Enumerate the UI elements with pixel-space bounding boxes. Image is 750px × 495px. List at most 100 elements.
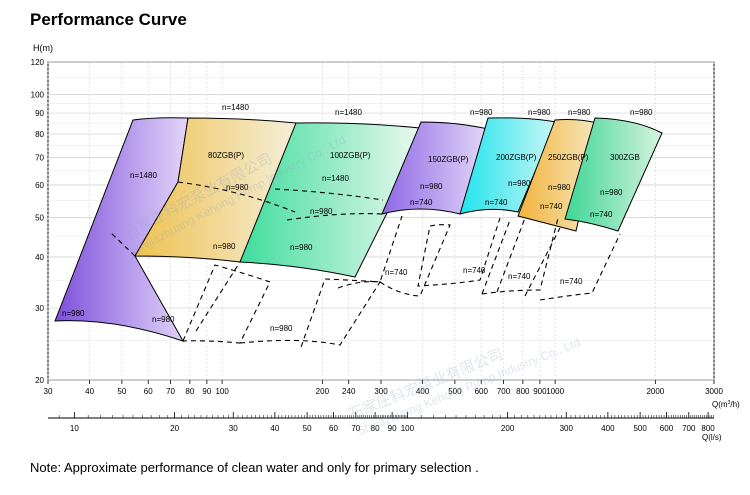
x-tick-label: 50 bbox=[117, 387, 126, 396]
series-label-5: 250ZGB(P) bbox=[548, 153, 589, 162]
x2-tick-label: 20 bbox=[170, 424, 179, 433]
speed-label-6-2: n=740 bbox=[590, 210, 613, 219]
pump-regions bbox=[54, 117, 663, 342]
y-tick-label: 120 bbox=[31, 58, 45, 67]
x2-tick-label: 400 bbox=[601, 424, 615, 433]
x-tick-label: 70 bbox=[166, 387, 175, 396]
speed-label-5-2: n=740 bbox=[540, 202, 563, 211]
dash-100zgb-mid bbox=[274, 188, 384, 201]
x2-tick-label: 50 bbox=[303, 424, 312, 433]
x-tick-label: 3000 bbox=[705, 387, 723, 396]
x-tick-label: 300 bbox=[374, 387, 388, 396]
x-tick-label: 30 bbox=[44, 387, 53, 396]
dash-200zgb-lower bbox=[481, 217, 559, 295]
x2-tick-label: 600 bbox=[660, 424, 674, 433]
y-tick-label: 40 bbox=[35, 253, 44, 262]
x2-tick-label: 40 bbox=[270, 424, 279, 433]
x-tick-label: 800 bbox=[516, 387, 530, 396]
y-tick-label: 70 bbox=[35, 154, 44, 163]
speed-label-4-2: n=740 bbox=[485, 198, 508, 207]
dash-80zgb-980 bbox=[109, 231, 136, 257]
dash-150zgb-mid bbox=[286, 213, 383, 221]
x-tick-label: 60 bbox=[144, 387, 153, 396]
speed-label-6-3: n=740 bbox=[560, 277, 583, 286]
dash-80zgb-mid bbox=[177, 181, 296, 213]
dash-150zgb-lower bbox=[337, 215, 501, 297]
reduced-speed-outlines bbox=[109, 181, 621, 351]
page-title: Performance Curve bbox=[30, 10, 187, 29]
y-tick-label: 80 bbox=[35, 130, 44, 139]
speed-label-4-0: n=980 bbox=[528, 108, 551, 117]
speed-label-5-0: n=980 bbox=[568, 108, 591, 117]
x2-tick-label: 80 bbox=[371, 424, 380, 433]
speed-label-1-1: n=980 bbox=[226, 183, 249, 192]
speed-label-4-3: n=740 bbox=[463, 266, 486, 275]
dash-250zgb-lower bbox=[524, 227, 621, 301]
series-label-4: 200ZGB(P) bbox=[496, 153, 537, 162]
series-label-1: 80ZGB(P) bbox=[208, 151, 244, 160]
x2-tick-label: 10 bbox=[70, 424, 79, 433]
x-tick-label: 80 bbox=[185, 387, 194, 396]
speed-label-4-1: n=980 bbox=[508, 179, 531, 188]
speed-label-2-4: n=980 bbox=[270, 324, 293, 333]
x2-tick-label: 800 bbox=[701, 424, 715, 433]
speed-label-1-0: n=1480 bbox=[222, 103, 249, 112]
x2-tick-label: 200 bbox=[501, 424, 515, 433]
x-tick-label: 90 bbox=[202, 387, 211, 396]
speed-label-1-2: n=980 bbox=[213, 242, 236, 251]
speed-label-3-3: n=740 bbox=[385, 268, 408, 277]
speed-label-5-1: n=980 bbox=[548, 183, 571, 192]
series-label-3: 150ZGB(P) bbox=[428, 155, 469, 164]
x2-tick-label: 300 bbox=[560, 424, 574, 433]
series-labels: 80ZGB(P) 100ZGB(P) 150ZGB(P) 200ZGB(P) 250ZG… bbox=[208, 151, 640, 164]
speed-label-2-0: n=1480 bbox=[335, 108, 362, 117]
x2-tick-label: 30 bbox=[229, 424, 238, 433]
x2-tick-label: 70 bbox=[351, 424, 360, 433]
speed-label-2-1: n=1480 bbox=[322, 174, 349, 183]
x2-tick-label: 500 bbox=[633, 424, 647, 433]
dash-100zgb-lower bbox=[195, 261, 381, 351]
y-axis-label: H(m) bbox=[33, 43, 53, 53]
y-tick-label: 20 bbox=[35, 376, 44, 385]
series-label-2: 100ZGB(P) bbox=[330, 151, 371, 160]
speed-label-extra: n=980 bbox=[152, 315, 175, 324]
x-tick-label: 900 bbox=[533, 387, 547, 396]
x2-tick-label: 60 bbox=[329, 424, 338, 433]
x-tick-label: 500 bbox=[448, 387, 462, 396]
x-tick-label: 2000 bbox=[646, 387, 664, 396]
speed-label-2-3: n=980 bbox=[290, 243, 313, 252]
y-tick-label: 60 bbox=[35, 181, 44, 190]
footnote: Note: Approximate performance of clean w… bbox=[30, 460, 479, 475]
x-axis-flow-m3h-label: Q(m3/h) bbox=[712, 400, 740, 409]
y-tick-label: 100 bbox=[31, 90, 45, 99]
speed-label-5-3: n=740 bbox=[508, 272, 531, 281]
y-tick-label: 30 bbox=[35, 304, 44, 313]
speed-label-0-1: n=980 bbox=[62, 309, 85, 318]
x-axis-flow-m3h-ticks: 30 40 50 60 70 80 90 100 200 240 300 400 500 600 700 80… bbox=[44, 380, 723, 396]
series-label-6: 300ZGB bbox=[610, 153, 640, 162]
x2-tick-label: 100 bbox=[401, 424, 415, 433]
speed-label-0-0: n=1480 bbox=[130, 171, 157, 180]
region-300zgb bbox=[564, 117, 663, 232]
x2-tick-label: 700 bbox=[682, 424, 696, 433]
x2-tick-label: 90 bbox=[388, 424, 397, 433]
speed-label-3-1: n=980 bbox=[420, 182, 443, 191]
x-tick-label: 700 bbox=[497, 387, 511, 396]
x-tick-label: 600 bbox=[475, 387, 489, 396]
x-tick-label: 240 bbox=[342, 387, 356, 396]
speed-labels: n=1480 n=980 n=1480 n=980 n=980 n=1480 n=1480 n… bbox=[62, 103, 653, 333]
x-tick-label: 40 bbox=[85, 387, 94, 396]
y-axis-ticks: 20 30 40 50 60 70 80 90 100 120 bbox=[31, 58, 45, 385]
x-tick-label: 400 bbox=[416, 387, 430, 396]
speed-label-6-1: n=980 bbox=[600, 188, 623, 197]
speed-label-2-2: n=980 bbox=[310, 207, 333, 216]
x-tick-label: 1000 bbox=[546, 387, 564, 396]
y-tick-label: 90 bbox=[35, 109, 44, 118]
x-axis-flow-ls-label: Q(l/s) bbox=[702, 433, 722, 442]
y-tick-label: 50 bbox=[35, 213, 44, 222]
speed-label-3-0: n=980 bbox=[470, 108, 493, 117]
speed-label-3-2: n=740 bbox=[410, 198, 433, 207]
speed-label-6-0: n=980 bbox=[630, 108, 653, 117]
x-axis-flow-ls-ticks: 10 20 30 40 50 60 70 80 90 100 200 300 400 500 600 700 8… bbox=[58, 412, 715, 433]
